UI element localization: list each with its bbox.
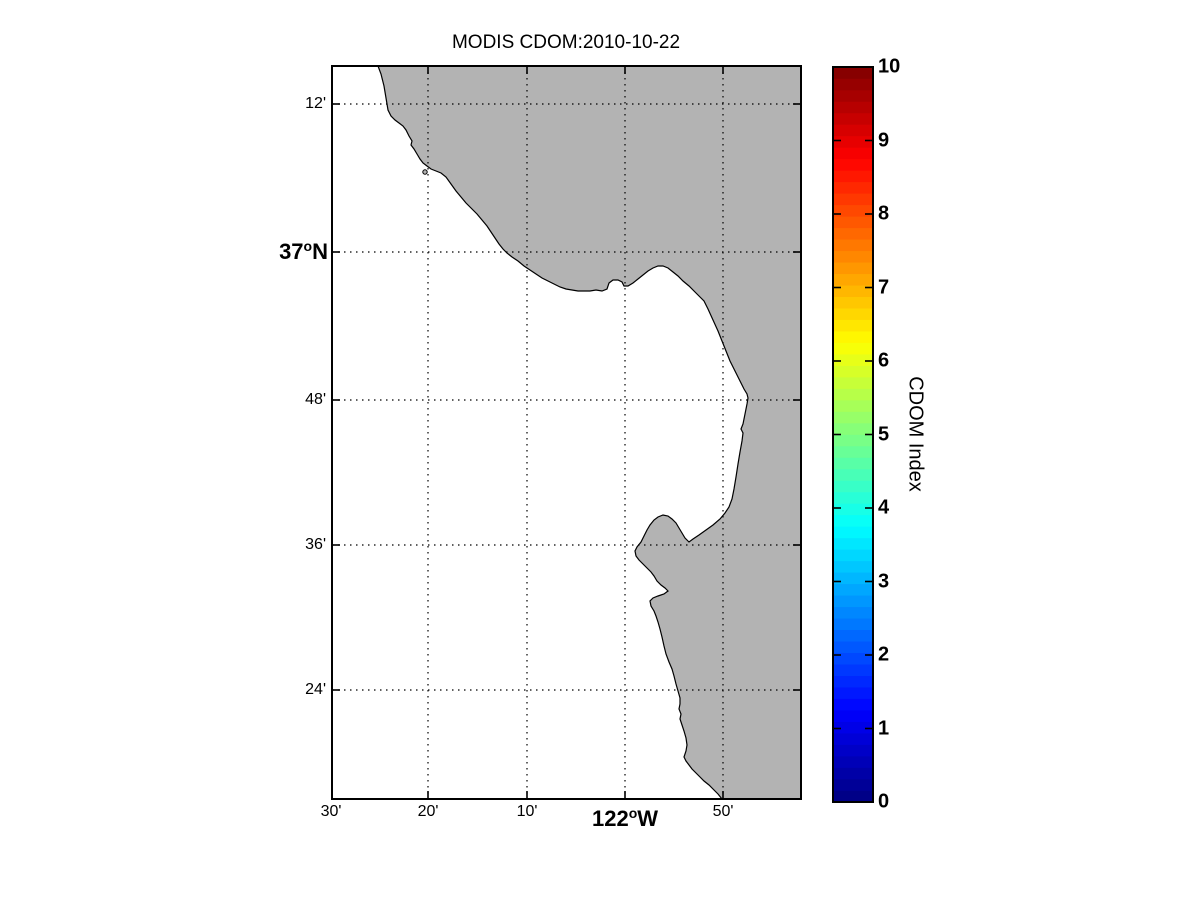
colorbar-band xyxy=(833,112,873,125)
colorbar-band xyxy=(833,250,873,263)
colorbar-band xyxy=(833,89,873,102)
figure-title: MODIS CDOM:2010-10-22 xyxy=(451,32,681,53)
colorbar-band xyxy=(833,365,873,378)
colorbar-band xyxy=(833,732,873,745)
colorbar-band xyxy=(833,319,873,332)
colorbar-band xyxy=(833,778,873,791)
colorbar-band xyxy=(833,537,873,550)
colorbar-tick-label: 4 xyxy=(878,496,890,519)
colorbar-band xyxy=(833,594,873,608)
y-axis-tick-label: 36' xyxy=(305,536,326,553)
colorbar-tick-label: 2 xyxy=(878,643,890,666)
colorbar-band xyxy=(833,491,873,504)
colorbar-band xyxy=(833,399,873,412)
colorbar-band xyxy=(833,572,873,585)
colorbar-band xyxy=(833,480,873,493)
colorbar-band xyxy=(833,468,873,481)
colorbar-band xyxy=(833,273,873,286)
colorbar-tick-label: 7 xyxy=(878,276,890,298)
colorbar-tick-label: 9 xyxy=(878,129,890,151)
colorbar-band xyxy=(833,135,873,148)
colorbar-band xyxy=(833,617,873,631)
colorbar-band xyxy=(833,629,873,642)
colorbar-band xyxy=(833,238,873,252)
colorbar-band xyxy=(833,147,873,160)
colorbar-band xyxy=(833,744,873,757)
colorbar-band xyxy=(833,284,873,297)
x-axis-tick-label: 10' xyxy=(516,803,538,820)
colorbar-band xyxy=(833,549,873,562)
y-axis-tick-label: 12' xyxy=(305,95,326,112)
x-axis-tick-label: 20' xyxy=(417,803,439,820)
colorbar-band xyxy=(833,434,873,447)
x-degree-base: 122 xyxy=(591,806,629,831)
colorbar-title: CDOM Index xyxy=(904,376,927,492)
y-axis-tick-label: 48' xyxy=(305,391,326,408)
colorbar-band xyxy=(833,675,873,688)
colorbar-tick-label: 10 xyxy=(878,55,901,78)
colorbar-band xyxy=(833,790,873,803)
colorbar-band xyxy=(833,101,873,114)
colorbar-band xyxy=(833,411,873,424)
islet xyxy=(422,169,428,175)
colorbar-border xyxy=(832,66,874,803)
colorbar-band xyxy=(833,560,873,573)
colorbar-band xyxy=(833,193,873,206)
colorbar-band xyxy=(833,721,873,734)
y-axis-tick-label: 24' xyxy=(305,681,326,698)
colorbar-band xyxy=(833,388,873,401)
x-axis-degree-label: 122oW xyxy=(591,805,659,832)
colorbar-band xyxy=(833,170,873,183)
colorbar-band xyxy=(833,307,873,320)
colorbar-band xyxy=(833,663,873,676)
colorbar-tick-label: 3 xyxy=(878,570,890,592)
colorbar-band xyxy=(833,124,873,137)
colorbar-band xyxy=(833,640,873,654)
colorbar-band xyxy=(833,755,873,768)
colorbar-tick-label: 6 xyxy=(878,349,890,372)
colorbar-tick-label: 1 xyxy=(878,717,890,739)
x-axis-tick-label: 50' xyxy=(712,803,734,820)
colorbar-tick-label: 0 xyxy=(878,790,890,813)
y-degree-suffix: N xyxy=(312,239,328,264)
colorbar-band xyxy=(833,709,873,722)
colorbar-band xyxy=(833,376,873,389)
colorbar-band xyxy=(833,652,873,665)
plot-border xyxy=(331,65,802,800)
colorbar-band xyxy=(833,78,873,91)
colorbar-band xyxy=(833,422,873,435)
colorbar-band xyxy=(833,526,873,539)
y-axis-degree-label: 37oN xyxy=(279,238,328,265)
colorbar-band xyxy=(833,204,873,217)
colorbar-band xyxy=(833,158,873,171)
colorbar-band xyxy=(833,698,873,711)
colorbar-band xyxy=(833,445,873,458)
degree-superscript: o xyxy=(303,238,313,254)
colorbar-band xyxy=(833,227,873,240)
colorbar-band xyxy=(833,330,873,343)
colorbar-band xyxy=(833,181,873,194)
colorbar-band xyxy=(833,606,873,619)
colorbar-band xyxy=(833,457,873,470)
colorbar-tick-label: 8 xyxy=(878,202,890,225)
x-axis-tick-label: 30' xyxy=(320,803,342,820)
colorbar-band xyxy=(833,261,873,275)
colorbar-band xyxy=(833,514,873,527)
colorbar-band xyxy=(833,686,873,699)
colorbar-band xyxy=(833,503,873,516)
colorbar-band xyxy=(833,66,873,79)
colorbar-band xyxy=(833,215,873,229)
y-degree-base: 37 xyxy=(279,239,304,264)
colorbar-tick-label: 5 xyxy=(878,423,890,445)
degree-superscript: o xyxy=(628,805,638,821)
colorbar-band xyxy=(833,767,873,780)
colorbar-band xyxy=(833,296,873,309)
x-degree-suffix: W xyxy=(637,806,659,831)
colorbar-band xyxy=(833,342,873,355)
land-polygon xyxy=(377,65,802,800)
colorbar-band xyxy=(833,353,873,366)
colorbar-band xyxy=(833,583,873,596)
